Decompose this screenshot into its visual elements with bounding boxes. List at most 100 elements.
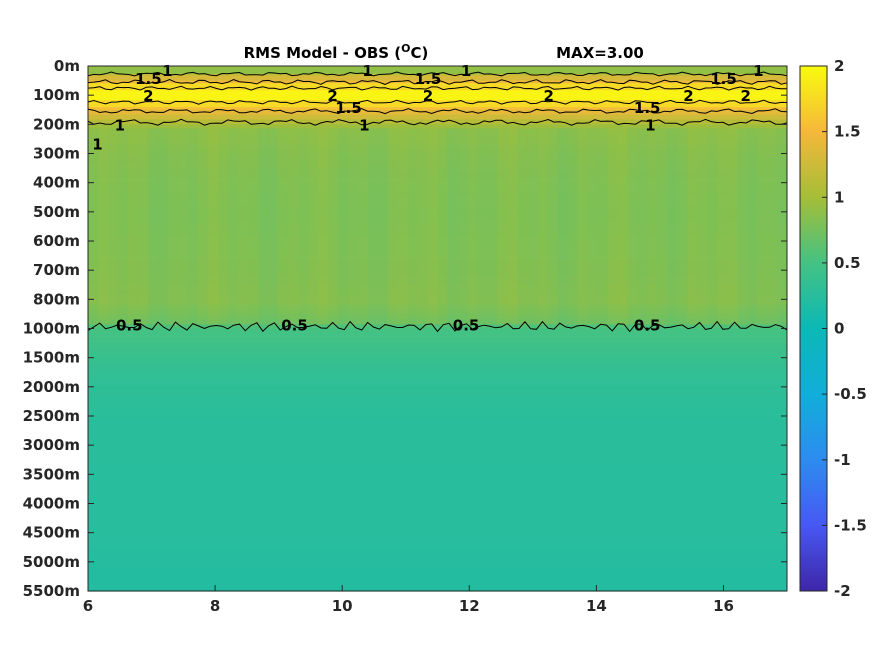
x-tick-label: 16 xyxy=(713,597,734,615)
contour-label: 2 xyxy=(683,87,693,105)
heatmap-texture-stripe xyxy=(387,128,399,325)
heatmap-row-cell xyxy=(88,532,787,539)
contour-label: 1.5 xyxy=(335,99,362,117)
heatmap-row-cell xyxy=(88,571,787,578)
heatmap-row-cell xyxy=(88,372,787,378)
heatmap-texture-stripe xyxy=(297,128,309,325)
heatmap-texture-stripe xyxy=(667,128,678,325)
y-axis: 0m 100m 200m 300m 400m 500m 600m 700m 800m 1000m 1… xyxy=(23,57,787,600)
heatmap-row-cell xyxy=(88,561,787,568)
contour-label: 1.5 xyxy=(634,99,661,117)
heatmap-row-cell xyxy=(88,367,787,373)
heatmap-texture-stripe xyxy=(277,128,289,325)
colorbar-tick-label: 0 xyxy=(834,320,844,338)
heatmap-row-cell xyxy=(88,469,787,475)
heatmap-texture-stripe xyxy=(597,128,608,325)
heatmap-row-cell xyxy=(88,547,787,553)
heatmap-texture-stripe xyxy=(337,128,349,325)
heatmap-row-cell xyxy=(88,119,787,125)
heatmap-row-cell xyxy=(88,396,787,403)
heatmap-row-cell xyxy=(88,556,787,563)
heatmap-row-cell xyxy=(88,445,787,451)
heatmap-row-cell xyxy=(88,522,787,529)
y-tick-label: 500m xyxy=(33,203,80,221)
heatmap-texture-stripe xyxy=(657,128,668,325)
colorbar-tick-label: -0.5 xyxy=(834,385,867,403)
heatmap-texture-stripe xyxy=(617,128,628,325)
heatmap-row-cell xyxy=(88,377,787,383)
heatmap-texture-stripe xyxy=(127,128,139,325)
contour-lines xyxy=(87,71,788,333)
heatmap-texture-stripe xyxy=(367,128,379,325)
contour-line-2-lower xyxy=(87,99,788,105)
heatmap-texture-stripe xyxy=(287,128,299,325)
heatmap-row-cell xyxy=(88,416,787,422)
contour-line-1-upper xyxy=(87,71,788,77)
y-tick-label: 200m xyxy=(33,115,80,133)
heatmap-row-cell xyxy=(88,391,787,398)
x-tick-label: 14 xyxy=(586,597,607,615)
heatmap-row-cell xyxy=(88,440,787,446)
heatmap-texture-stripe xyxy=(397,128,409,325)
heatmap-texture-stripe xyxy=(547,128,558,325)
heatmap-texture-stripe xyxy=(167,128,179,325)
heatmap-texture-stripe xyxy=(307,128,319,325)
heatmap-texture-stripe xyxy=(427,128,438,325)
heatmap-core-cell xyxy=(88,90,787,101)
heatmap-texture-stripe xyxy=(117,128,129,325)
contour-label: 0.5 xyxy=(281,317,308,335)
heatmap-row-cell xyxy=(88,109,787,116)
heatmap-texture-stripe xyxy=(217,128,229,325)
heatmap-row-cell xyxy=(88,503,787,509)
colorbar-ticks: 2 1.5 1 0.5 0 -0.5 -1 -1.5 -2 xyxy=(822,57,867,600)
heatmap-texture-stripe xyxy=(467,128,478,325)
contour-label: 1 xyxy=(162,62,172,80)
heatmap-row-cell xyxy=(88,333,787,339)
heatmap-texture-stripe xyxy=(447,128,458,325)
contour-label: 0.5 xyxy=(634,317,661,335)
heatmap-texture-stripe xyxy=(257,128,269,325)
colorbar-tick-label: 1.5 xyxy=(834,123,861,141)
heatmap-row-cell xyxy=(88,576,787,582)
x-tick-label: 12 xyxy=(459,597,480,615)
heatmap-texture-stripe xyxy=(317,128,329,325)
heatmap-row-cell xyxy=(88,347,787,354)
heatmap-texture-stripe xyxy=(197,128,209,325)
heatmap-texture-stripe xyxy=(737,128,748,325)
contour-line-0.5 xyxy=(87,320,788,333)
heatmap-texture-stripe xyxy=(747,128,758,325)
heatmap-texture-stripe xyxy=(227,128,239,325)
colorbar-tick-label: 2 xyxy=(834,57,844,75)
heatmap-row-cell xyxy=(88,459,787,466)
heatmap-texture-stripe xyxy=(107,128,119,325)
heatmap-texture-stripe xyxy=(347,128,359,325)
heatmap-texture-stripe xyxy=(587,128,598,325)
heatmap-texture-stripe xyxy=(477,128,488,325)
heatmap-row-cell xyxy=(88,586,787,592)
x-tick-label: 8 xyxy=(210,597,220,615)
heatmap-row-cell xyxy=(88,508,787,514)
heatmap-texture-stripe xyxy=(247,128,259,325)
heatmap-row-cell xyxy=(88,498,787,505)
y-tick-label: 1500m xyxy=(23,349,80,367)
heatmap-texture-stripe xyxy=(88,128,99,325)
heatmap-texture-stripe xyxy=(777,128,788,325)
heatmap-texture-stripe xyxy=(457,128,468,325)
max-label: MAX=3.00 xyxy=(556,44,644,62)
y-tick-label: 4000m xyxy=(23,495,80,513)
heatmap-texture-stripe xyxy=(487,128,498,325)
heatmap-row-cell xyxy=(88,114,787,121)
contour-label: 2 xyxy=(423,87,433,105)
chart-title-text: RMS Model - OBS ( xyxy=(244,44,402,62)
heatmap-texture-stripe xyxy=(527,128,538,325)
heatmap-row-cell xyxy=(88,474,787,480)
colorbar-tick-label: 1 xyxy=(834,188,844,206)
heatmap-row-cell xyxy=(88,381,787,388)
heatmap-row-cell xyxy=(88,493,787,500)
x-tick-label: 10 xyxy=(332,597,353,615)
x-axis: 6 8 10 12 14 16 xyxy=(83,585,734,615)
heatmap-texture-stripe xyxy=(687,128,698,325)
